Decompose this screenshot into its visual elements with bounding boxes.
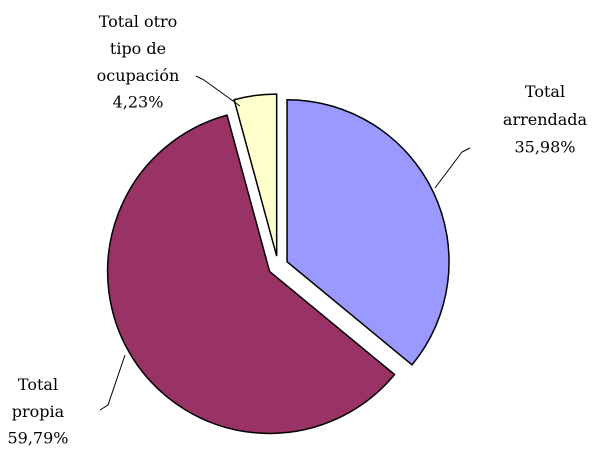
label-line: Total — [18, 375, 58, 394]
label-line: arrendada — [503, 110, 588, 129]
slice-label: Total arrendada — [503, 82, 588, 129]
leader-line — [99, 354, 126, 411]
slice-label: Total otro tipo de ocupación — [97, 12, 180, 85]
label-line: tipo de — [110, 39, 166, 58]
value-label: 4,23% — [113, 93, 164, 112]
label-line: Total otro — [99, 12, 178, 31]
pie-slice — [233, 93, 278, 257]
value-label: 59,79% — [7, 429, 68, 448]
pie-slice — [106, 114, 396, 435]
label-line: ocupación — [97, 66, 180, 85]
label-line: propia — [12, 402, 65, 421]
label-line: Total — [525, 82, 565, 101]
value-label: 35,98% — [514, 138, 575, 157]
pie-slice — [286, 98, 450, 366]
slice-label: Total propia — [12, 375, 65, 421]
leader-line — [434, 147, 471, 189]
leader-line — [195, 75, 241, 107]
